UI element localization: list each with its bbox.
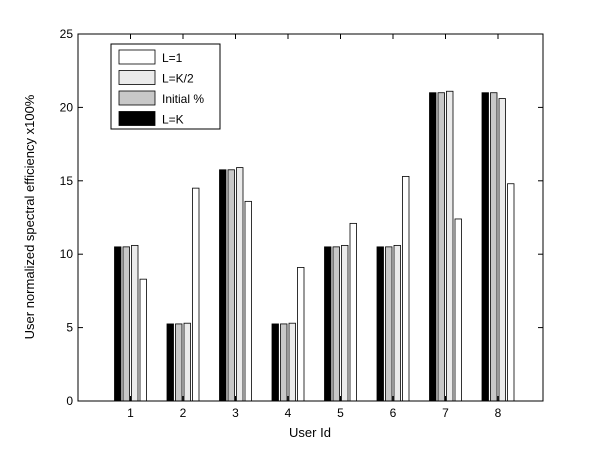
legend-label: L=K/2 (162, 72, 194, 86)
bar-l-k-2-user-8 (498, 98, 506, 402)
plot-frame (77, 33, 544, 402)
axis-ticks: 1 2 3 4 5 6 7 8 0 5 10 15 20 25 (60, 27, 543, 420)
x-tick-label: 1 (127, 406, 134, 420)
x-tick-label: 7 (442, 406, 449, 420)
bar-l-k-2-user-6 (393, 244, 401, 402)
y-tick-label: 15 (60, 174, 74, 188)
bar-initial--user-3 (227, 169, 235, 402)
legend-label: L=1 (162, 51, 183, 65)
bar-l-k-user-2 (166, 323, 174, 402)
legend-swatch (118, 49, 156, 65)
x-tick-label: 6 (390, 406, 397, 420)
y-tick-label: 20 (60, 100, 74, 114)
bar-l-k-user-3 (219, 169, 227, 402)
y-tick-label: 5 (66, 321, 73, 335)
bar-l-k-user-5 (324, 246, 332, 402)
bar-l-k-2-user-1 (131, 244, 139, 402)
bar-initial--user-2 (175, 323, 183, 402)
bar-l-k-2-user-7 (446, 90, 454, 402)
y-tick-label: 25 (60, 27, 74, 41)
bar-initial--user-4 (280, 323, 288, 402)
bar-l-1-user-5 (349, 222, 357, 402)
bar-l-1-user-8 (507, 183, 515, 402)
y-axis-label: User normalized spectral efficiency x100… (22, 94, 37, 339)
bar-l-1-user-6 (402, 175, 410, 402)
bar-initial--user-6 (385, 246, 393, 402)
bar-group (114, 90, 515, 402)
bar-l-k-2-user-3 (236, 167, 244, 402)
x-tick-label: 3 (232, 406, 239, 420)
bar-l-k-user-4 (271, 323, 279, 402)
legend: L=1 L=K/2 Initial % L=K (110, 43, 221, 130)
legend-swatch (118, 90, 156, 106)
bar-l-k-user-8 (481, 92, 489, 402)
bar-initial--user-1 (122, 246, 130, 402)
bar-l-1-user-4 (297, 267, 305, 402)
bar-l-k-user-7 (429, 92, 437, 402)
bar-l-1-user-3 (244, 200, 252, 402)
legend-label: Initial % (162, 92, 204, 106)
x-tick-label: 4 (285, 406, 292, 420)
legend-swatch (118, 111, 156, 126)
bar-l-k-2-user-2 (183, 322, 191, 402)
x-tick-label: 5 (337, 406, 344, 420)
bar-initial--user-5 (332, 246, 340, 402)
bar-l-k-user-6 (376, 246, 384, 402)
bar-initial--user-7 (437, 92, 445, 402)
bar-l-1-user-1 (139, 278, 147, 402)
y-tick-label: 0 (66, 394, 73, 408)
bar-l-1-user-7 (454, 218, 462, 402)
bar-l-k-2-user-5 (341, 244, 349, 402)
bar-l-1-user-2 (192, 187, 200, 402)
bar-l-k-2-user-4 (288, 322, 296, 402)
legend-swatch (118, 70, 156, 85)
x-tick-label: 8 (495, 406, 502, 420)
bar-l-k-user-1 (114, 246, 122, 402)
legend-label: L=K (162, 113, 184, 127)
x-axis-label: User Id (289, 425, 331, 440)
y-tick-label: 10 (60, 247, 74, 261)
bar-initial--user-8 (490, 92, 498, 402)
x-tick-label: 2 (180, 406, 187, 420)
